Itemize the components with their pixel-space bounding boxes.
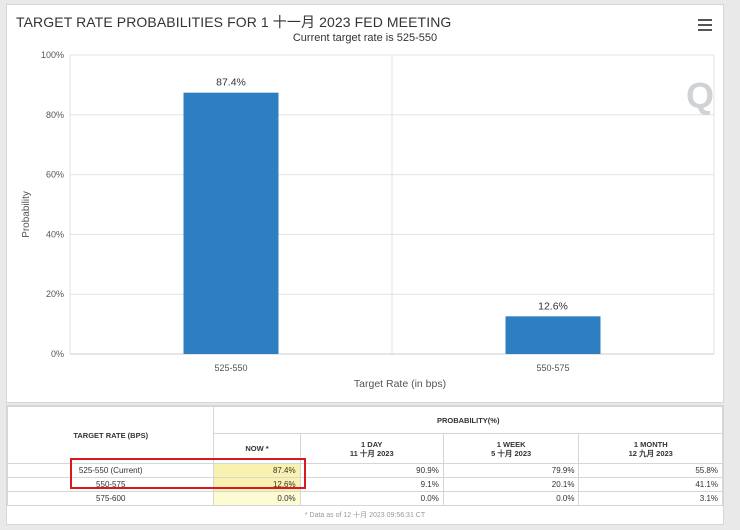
y-tick-label: 100% <box>41 50 64 60</box>
probability-cell: 9.1% <box>299 477 444 492</box>
probability-cell: 87.4% <box>213 463 301 478</box>
table-row: 525-550 (Current) 87.4% 90.9% 79.9% 55.8% <box>6 463 723 478</box>
bar-550-575 <box>505 316 601 354</box>
column-header-3: 1 MONTH 12 九月 2023 <box>578 433 723 464</box>
probability-cell: 90.9% <box>299 463 444 478</box>
column-header-0: NOW * <box>213 433 301 464</box>
x-tick-label: 550-575 <box>536 363 569 373</box>
probability-cell: 0.0% <box>442 491 580 506</box>
row-target-rate: 550-575 <box>6 477 215 492</box>
probability-table: TARGET RATE (BPS) PROBABILITY(%) NOW * 1 … <box>6 406 723 506</box>
y-tick-label: 60% <box>46 170 64 180</box>
header-probability: PROBABILITY(%) <box>213 406 723 434</box>
probability-cell: 20.1% <box>442 477 580 492</box>
probability-cell: 79.9% <box>442 463 580 478</box>
row-target-rate: 525-550 (Current) <box>6 463 215 478</box>
header-target-rate: TARGET RATE (BPS) <box>6 406 215 464</box>
y-tick-label: 40% <box>46 229 64 239</box>
data-label: 12.6% <box>538 300 568 312</box>
column-header-date: 5 十月 2023 <box>491 448 532 458</box>
row-target-rate: 575-600 <box>6 491 215 506</box>
bar-chart: 0% 20% 40% 60% 80% 100% 87.4% 525-550 12.6% 550-5… <box>21 50 715 390</box>
table-row: 550-575 12.6% 9.1% 20.1% 41.1% <box>6 477 723 492</box>
probability-cell: 0.0% <box>299 491 444 506</box>
column-header-date: 12 九月 2023 <box>628 448 673 458</box>
y-tick-label: 20% <box>46 289 64 299</box>
probability-cell: 3.1% <box>578 491 723 506</box>
column-header-label: 1 WEEK <box>496 439 526 449</box>
table-row: 575-600 0.0% 0.0% 0.0% 3.1% <box>6 491 723 506</box>
hamburger-menu-icon[interactable] <box>698 19 712 31</box>
column-header-label: 1 DAY <box>361 439 383 449</box>
chart-panel: TARGET RATE PROBABILITIES FOR 1 十一月 2023… <box>6 4 724 403</box>
bar-525-550 <box>183 92 279 354</box>
column-header-date: 11 十月 2023 <box>349 448 394 458</box>
data-label: 87.4% <box>216 77 246 89</box>
x-axis-title: Target Rate (in bps) <box>354 378 446 390</box>
probability-cell: 0.0% <box>213 491 301 506</box>
probability-cell: 41.1% <box>578 477 723 492</box>
table-footnote: * Data as of 12 十月 2023 09:56:31 CT <box>304 512 426 519</box>
column-header-label: 1 MONTH <box>633 439 668 449</box>
chart-title: TARGET RATE PROBABILITIES FOR 1 十一月 2023… <box>16 14 452 30</box>
column-header-2: 1 WEEK 5 十月 2023 <box>442 433 580 464</box>
y-tick-label: 0% <box>51 349 64 359</box>
probability-cell: 55.8% <box>578 463 723 478</box>
column-header-1: 1 DAY 11 十月 2023 <box>299 433 444 464</box>
chart-subtitle: Current target rate is 525-550 <box>292 32 438 44</box>
probability-cell: 12.6% <box>213 477 301 492</box>
y-axis-title: Probability <box>21 191 32 238</box>
y-tick-label: 80% <box>46 110 64 120</box>
probability-table-panel: TARGET RATE (BPS) PROBABILITY(%) NOW * 1 … <box>6 405 724 525</box>
column-header-label: NOW * <box>245 444 269 453</box>
x-tick-label: 525-550 <box>214 363 247 373</box>
watermark-logo: Q <box>686 75 714 116</box>
